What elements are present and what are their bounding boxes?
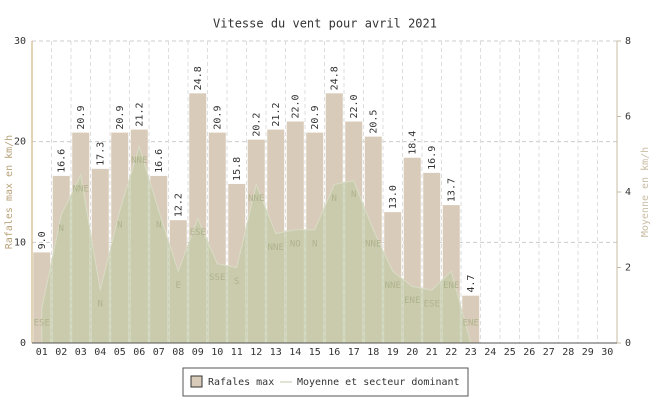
y-tick-label: 30	[14, 36, 26, 47]
y2-tick-label: 8	[625, 36, 631, 47]
y-tick-label: 20	[14, 137, 26, 148]
value-label: 20.9	[212, 106, 223, 130]
direction-label: NNE	[248, 194, 264, 204]
y-tick-label: 10	[14, 237, 26, 248]
direction-label: ESE	[424, 300, 440, 310]
x-tick-label: 25	[504, 347, 516, 358]
direction-label: N	[59, 224, 64, 234]
x-tick-label: 17	[348, 347, 360, 358]
x-tick-label: 06	[133, 347, 145, 358]
x-tick-label: 23	[465, 347, 477, 358]
direction-label: N	[156, 220, 161, 230]
x-tick-label: 20	[406, 347, 418, 358]
y2-tick-label: 0	[625, 338, 631, 349]
direction-label: NO	[290, 239, 301, 249]
value-label: 22.0	[290, 94, 301, 118]
x-tick-label: 05	[114, 347, 126, 358]
chart-title: Vitesse du vent pour avril 2021	[213, 17, 437, 31]
direction-label: NNE	[365, 239, 381, 249]
value-label: 17.3	[95, 142, 106, 166]
x-tick-label: 18	[367, 347, 379, 358]
direction-label: NNE	[385, 281, 401, 291]
x-tick-label: 10	[211, 347, 223, 358]
y2-axis-label: Moyenne en km/h	[640, 147, 650, 237]
value-label: 21.2	[271, 102, 282, 126]
y-axis-label: Rafales max en km/h	[4, 135, 15, 249]
x-tick-label: 11	[231, 347, 243, 358]
x-tick-label: 26	[523, 347, 535, 358]
x-tick-label: 29	[582, 347, 594, 358]
direction-label: N	[312, 239, 317, 249]
legend	[182, 367, 469, 397]
x-tick-label: 24	[484, 347, 496, 358]
direction-label: E	[176, 281, 181, 291]
value-label: 24.8	[193, 66, 204, 90]
x-tick-label: 15	[309, 347, 321, 358]
value-label: 21.2	[134, 102, 145, 126]
value-label: 20.9	[115, 106, 126, 130]
direction-label: N	[117, 220, 122, 230]
value-label: 9.0	[37, 231, 48, 249]
direction-label: N	[332, 194, 337, 204]
value-label: 13.0	[388, 185, 399, 209]
value-label: 12.2	[173, 193, 184, 217]
x-tick-label: 22	[445, 347, 457, 358]
x-tick-label: 14	[289, 347, 301, 358]
x-tick-label: 30	[601, 347, 613, 358]
x-tick-label: 09	[192, 347, 204, 358]
x-tick-label: 03	[75, 347, 87, 358]
value-label: 4.7	[466, 275, 477, 293]
value-label: 20.9	[76, 106, 87, 130]
direction-label: ENE	[443, 281, 459, 291]
direction-label: ENE	[463, 319, 479, 329]
y2-tick-label: 6	[625, 112, 631, 123]
legend-swatch	[190, 375, 203, 388]
x-tick-label: 07	[153, 347, 165, 358]
value-label: 20.9	[310, 106, 321, 130]
direction-label: N	[98, 300, 103, 310]
value-label: 22.0	[349, 94, 360, 118]
direction-label: ESE	[34, 319, 50, 329]
x-tick-label: 02	[55, 347, 67, 358]
average-area	[41, 144, 472, 344]
x-tick-label: 08	[172, 347, 184, 358]
value-label: 18.4	[407, 131, 418, 155]
value-label: 16.6	[154, 149, 165, 173]
value-label: 16.9	[427, 146, 438, 170]
x-tick-label: 04	[94, 347, 106, 358]
value-label: 13.7	[446, 178, 457, 202]
x-tick-label: 01	[36, 347, 48, 358]
y2-tick-label: 2	[625, 263, 631, 274]
value-label: 16.6	[56, 149, 67, 173]
direction-label: NNE	[73, 185, 89, 195]
x-tick-label: 28	[562, 347, 574, 358]
direction-label: S	[234, 277, 239, 287]
value-label: 24.8	[329, 66, 340, 90]
legend-label: Moyenne et secteur dominant	[297, 377, 460, 388]
value-label: 20.5	[368, 110, 379, 134]
y-tick-label: 0	[20, 338, 26, 349]
direction-label: SSE	[209, 273, 225, 283]
legend-label: Rafales max	[208, 377, 274, 388]
direction-label: ENE	[404, 296, 420, 306]
value-label: 15.8	[232, 157, 243, 181]
y2-tick-label: 4	[625, 187, 631, 198]
direction-label: ESE	[190, 228, 206, 238]
x-tick-label: 16	[328, 347, 340, 358]
x-tick-label: 13	[270, 347, 282, 358]
x-tick-label: 12	[250, 347, 262, 358]
direction-label: NNE	[268, 243, 284, 253]
x-tick-label: 19	[387, 347, 399, 358]
direction-label: N	[351, 190, 356, 200]
x-tick-label: 21	[426, 347, 438, 358]
value-label: 20.2	[251, 113, 262, 137]
x-tick-label: 27	[543, 347, 555, 358]
direction-label: NNE	[131, 156, 147, 166]
